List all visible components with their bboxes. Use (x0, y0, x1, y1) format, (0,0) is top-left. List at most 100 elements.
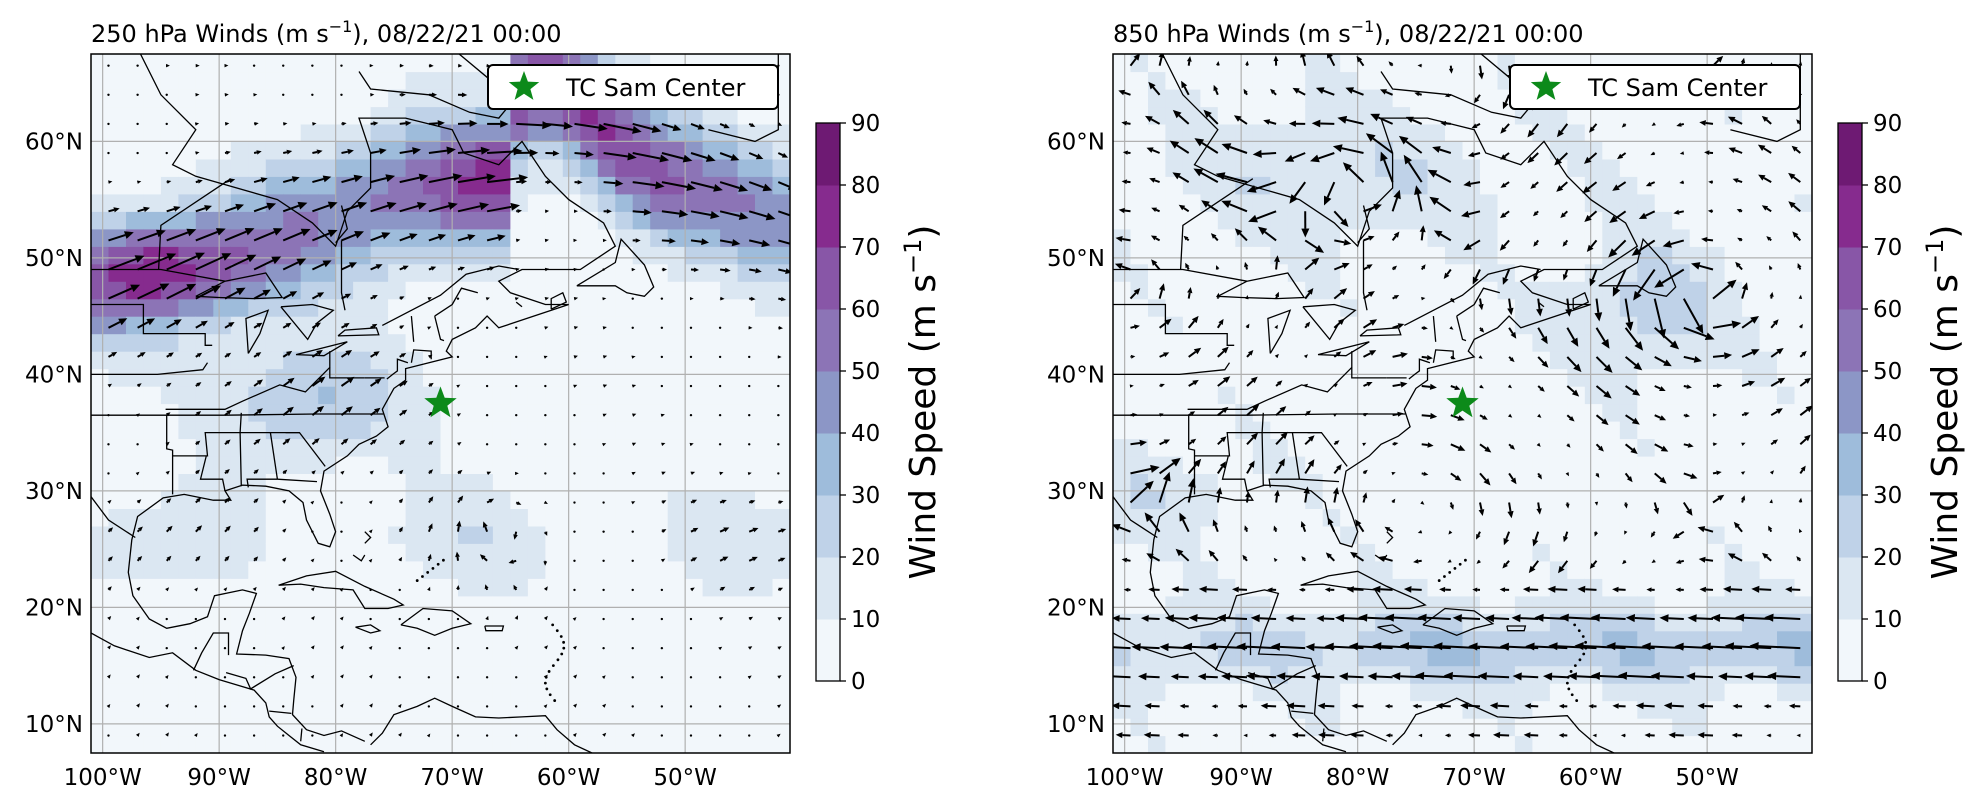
wind-vector (1792, 204, 1801, 213)
wind-vector-head (1584, 214, 1592, 222)
wind-vector-head (167, 525, 173, 531)
wind-vector-head (1805, 405, 1812, 413)
wind-vector (1795, 235, 1802, 242)
wind-vector-head (1788, 703, 1795, 709)
wind-vector (1505, 560, 1510, 565)
wind-vector-head (690, 471, 696, 475)
wind-vector-head (1797, 263, 1802, 269)
wind-vector (1140, 646, 1160, 650)
wind-vector-head (713, 184, 723, 192)
wind-vector-head (107, 499, 112, 504)
wind-vector (1776, 675, 1801, 679)
wind-vector-head (1507, 307, 1514, 316)
wind-vector (1741, 351, 1753, 358)
island (551, 664, 555, 668)
wind-vector-head (1342, 162, 1353, 172)
wind-vector-head (317, 376, 326, 384)
wind-vector (1595, 472, 1598, 475)
wind-vector-head (1554, 157, 1562, 166)
coast-line (335, 205, 349, 244)
wind-vector-head (1324, 587, 1331, 593)
wind-vector (428, 176, 454, 184)
wind-vector (1186, 238, 1190, 242)
wind-vector (428, 442, 431, 446)
wind-vector (690, 529, 695, 533)
wind-vector-head (574, 209, 578, 213)
wind-vector (1450, 385, 1456, 389)
wind-vector (166, 255, 198, 271)
wind-vector (1245, 266, 1248, 270)
wind-vector (1677, 530, 1685, 537)
wind-vector-head (368, 500, 373, 505)
lon-tick-label: 70°W (1442, 765, 1506, 791)
wind-vector-head (224, 63, 229, 68)
wind-vector-head (1686, 672, 1696, 681)
wind-vector-head (200, 320, 208, 327)
wind-vector (341, 177, 355, 184)
wind-vector (719, 122, 725, 127)
coast-line (337, 327, 380, 337)
coast-line (1291, 710, 1314, 715)
wind-vector (1274, 529, 1278, 533)
wind-vector-head (164, 675, 169, 679)
colorbar-bin (1838, 123, 1862, 186)
wind-vector (1654, 414, 1661, 419)
wind-vector (1216, 466, 1224, 474)
wind-vector (1634, 617, 1655, 620)
wind-vector-head (730, 153, 740, 161)
wind-vector (1682, 501, 1690, 511)
wind-vector-head (1630, 447, 1638, 454)
wind-vector-head (1507, 384, 1512, 389)
wind-vector (544, 384, 547, 388)
wind-vector (1275, 464, 1283, 474)
wind-vector (1293, 181, 1307, 198)
wind-vector-head (552, 150, 560, 157)
wind-vector (108, 353, 113, 358)
wind-vector-head (572, 732, 577, 737)
wind-vector-head (486, 471, 492, 475)
wind-vector-head (1624, 530, 1628, 535)
wind-vector-head (722, 556, 729, 562)
wind-vector (632, 152, 661, 160)
wind-vector (428, 499, 432, 504)
wind-vector (311, 734, 314, 737)
wind-vector-head (1335, 351, 1342, 357)
wind-vector (1595, 443, 1601, 449)
wind-vector-head (281, 586, 286, 591)
lat-tick-label: 10°N (25, 712, 83, 738)
wind-vector (1279, 645, 1306, 650)
wind-vector (1504, 269, 1511, 279)
wind-vector (1624, 298, 1631, 323)
wind-vector-head (446, 146, 456, 155)
wind-vector-head (1333, 383, 1338, 388)
wind-vector-head (747, 472, 752, 476)
wind-vector (602, 472, 605, 475)
wind-vector-head (1633, 290, 1642, 301)
wind-vector-head (322, 260, 332, 268)
wind-vector (1254, 675, 1277, 679)
wind-vector-head (1449, 504, 1454, 510)
wind-vector-head (1246, 185, 1257, 193)
wind-vector-head (1340, 218, 1349, 227)
wind-vector (1680, 559, 1685, 563)
wind-vector-head (1190, 438, 1197, 444)
wind-vector (1362, 471, 1366, 475)
coast-line (1408, 358, 1431, 380)
wind-vector-head (1384, 526, 1391, 532)
wind-vector (748, 529, 754, 533)
wind-vector (311, 530, 314, 533)
wind-vector-head (723, 123, 730, 129)
wind-vector-head (370, 93, 375, 97)
wind-vector (136, 93, 139, 96)
wind-vector (369, 410, 377, 416)
tc-center-star-icon (424, 386, 457, 418)
wind-vector-head (1178, 204, 1186, 211)
wind-vector (1359, 60, 1365, 67)
wind-vector (1705, 122, 1714, 125)
wind-vector (1355, 554, 1365, 562)
wind-vector (456, 705, 460, 708)
wind-vector-head (1405, 116, 1414, 123)
wind-vector-head (780, 296, 787, 302)
wind-vector-head (467, 234, 476, 241)
wind-vector-head (748, 616, 754, 621)
